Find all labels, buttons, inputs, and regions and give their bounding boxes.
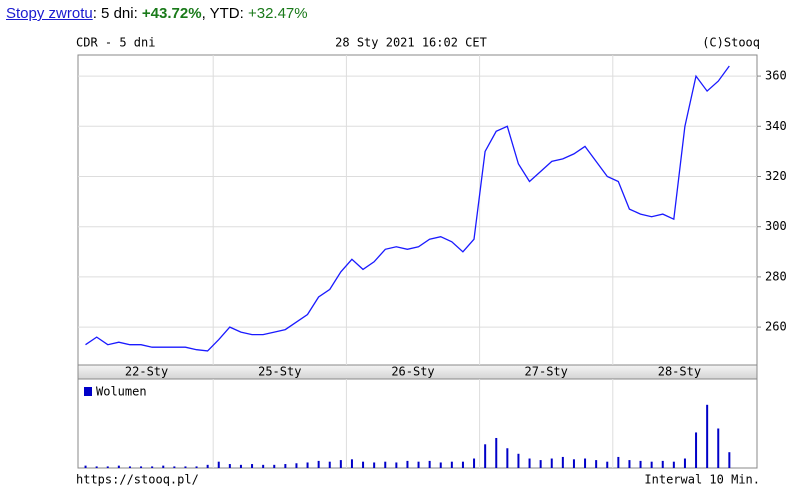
volume-bar bbox=[595, 460, 598, 468]
volume-bar bbox=[484, 444, 487, 468]
volume-bar bbox=[628, 460, 631, 468]
credit: (C)Stooq bbox=[702, 36, 760, 50]
volume-bar bbox=[117, 465, 120, 468]
volume-bar bbox=[95, 466, 98, 468]
volume-bar bbox=[162, 465, 165, 468]
volume-bar bbox=[661, 460, 664, 468]
x-tick-label: 26-Sty bbox=[391, 365, 434, 379]
volume-bar bbox=[406, 460, 409, 468]
volume-bar bbox=[206, 464, 209, 468]
volume-bar bbox=[84, 465, 87, 468]
volume-bar bbox=[572, 459, 575, 468]
volume-bar bbox=[517, 453, 520, 468]
x-tick-label: 27-Sty bbox=[525, 365, 568, 379]
volume-bar bbox=[151, 466, 154, 468]
header: Stopy zwrotu: 5 dni: +43.72%, YTD: +32.4… bbox=[6, 5, 308, 22]
volume-bar bbox=[373, 462, 376, 468]
volume-bar bbox=[450, 461, 453, 468]
subtitle: CDR - 5 dni bbox=[76, 36, 155, 50]
volume-bar bbox=[706, 404, 709, 468]
volume-bar bbox=[728, 452, 731, 468]
date-band bbox=[77, 364, 758, 380]
volume-bar bbox=[395, 462, 398, 468]
volume-bar bbox=[639, 460, 642, 468]
volume-bar bbox=[184, 466, 187, 468]
volume-bar bbox=[506, 448, 509, 468]
frame bbox=[77, 54, 758, 469]
volume-bar bbox=[306, 462, 309, 468]
volume-bar bbox=[428, 460, 431, 468]
volume-bar bbox=[683, 458, 686, 468]
volume-bar bbox=[328, 461, 331, 468]
volume-bar bbox=[650, 461, 653, 468]
volume-bar bbox=[350, 459, 353, 468]
price-line bbox=[85, 65, 730, 352]
volume-bar bbox=[606, 461, 609, 468]
volume-bar bbox=[262, 464, 265, 468]
volume-bar bbox=[339, 460, 342, 468]
volume-bar bbox=[439, 462, 442, 468]
volume-bar bbox=[128, 466, 131, 468]
volume-bar bbox=[695, 432, 698, 468]
period-text: : 5 dni: bbox=[92, 5, 142, 22]
x-tick-label: 25-Sty bbox=[258, 365, 301, 379]
x-tick-label: 28-Sty bbox=[658, 365, 701, 379]
x-tick-label: 22-Sty bbox=[125, 365, 168, 379]
volume-bar bbox=[362, 461, 365, 468]
volume-bar bbox=[384, 461, 387, 468]
volume-bar bbox=[717, 428, 720, 468]
volume-bar bbox=[617, 456, 620, 468]
volume-bar bbox=[473, 458, 476, 468]
ytd-text: , YTD: bbox=[201, 5, 248, 22]
y-tick-label: 340 bbox=[765, 119, 787, 133]
volume-bar bbox=[539, 460, 542, 468]
volume-bar bbox=[495, 437, 498, 468]
legend-label: Wolumen bbox=[96, 385, 147, 399]
volume-bar bbox=[417, 461, 420, 468]
chart-title: 28 Sty 2021 16:02 CET bbox=[335, 36, 487, 50]
footer-left: https://stooq.pl/ bbox=[76, 473, 199, 487]
y-tick-label: 280 bbox=[765, 269, 787, 283]
volume-bar bbox=[461, 461, 464, 468]
y-tick-label: 300 bbox=[765, 219, 787, 233]
volume-bar bbox=[528, 458, 531, 468]
ytd-value: +32.47% bbox=[247, 5, 308, 22]
volume-bar bbox=[672, 461, 675, 468]
y-tick-label: 260 bbox=[765, 320, 787, 334]
volume-bar bbox=[273, 464, 276, 468]
volume-bar bbox=[195, 466, 198, 468]
volume-bar bbox=[228, 464, 231, 468]
footer-right: Interwal 10 Min. bbox=[644, 473, 760, 487]
volume-bar bbox=[140, 466, 143, 468]
y-tick-label: 360 bbox=[765, 69, 787, 83]
volume-bar bbox=[295, 463, 298, 468]
period-value: +43.72% bbox=[141, 5, 202, 22]
volume-bar bbox=[550, 458, 553, 468]
volume-bar bbox=[251, 464, 254, 468]
volume-bar bbox=[173, 466, 176, 468]
y-tick-label: 320 bbox=[765, 169, 787, 183]
volume-bar bbox=[217, 461, 220, 468]
volume-bar bbox=[584, 458, 587, 468]
volume-bar bbox=[561, 456, 564, 468]
volume-bar bbox=[239, 464, 242, 468]
legend-swatch bbox=[84, 387, 92, 396]
volume-bar bbox=[284, 464, 287, 468]
volume-bar bbox=[106, 466, 109, 468]
returns-link[interactable]: Stopy zwrotu bbox=[6, 5, 93, 22]
volume-bar bbox=[317, 460, 320, 468]
